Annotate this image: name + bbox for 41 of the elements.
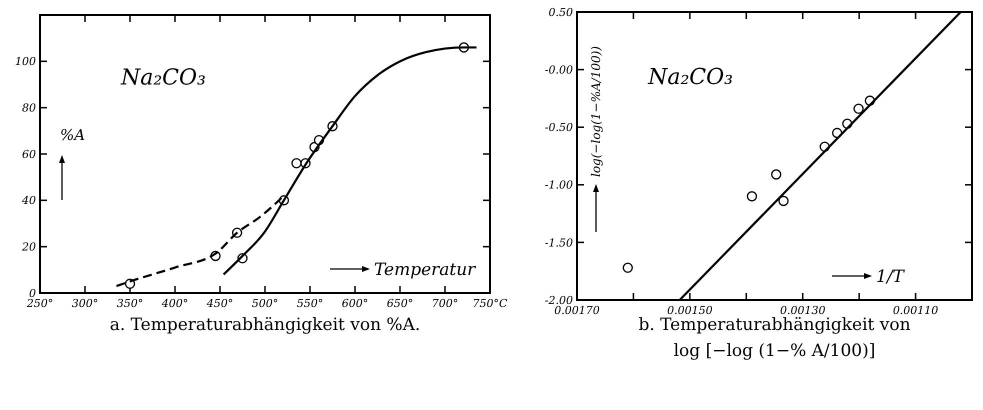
x-tick-label: 0.00110 (892, 304, 938, 317)
x-tick-label: 750°C (472, 297, 508, 310)
y-tick-label: 20 (21, 240, 36, 254)
x-tick-label: 600° (342, 297, 368, 310)
x-tick-label: 0.00130 (780, 304, 826, 317)
text: b. Temperaturabhängigkeit von log [−log (1−% A/100)] (638, 315, 911, 361)
x-tick-label: 250° (26, 297, 54, 310)
x-tick-label: 550° (296, 297, 324, 310)
y-tick-label: 0 (29, 286, 36, 300)
x-tick-label: 0.00150 (667, 304, 713, 317)
x-tick-label: 0.00170 (554, 304, 600, 317)
x-axis-title: 1/T (876, 267, 906, 287)
y-tick-label: 0.50 (548, 6, 573, 19)
point (771, 169, 782, 180)
y-tick-label: -1.00 (544, 178, 573, 192)
point (622, 262, 633, 273)
x-tick-label: 500° (252, 297, 278, 310)
point (291, 158, 302, 168)
y-axis-title: %A (60, 126, 86, 144)
y-tick-label: -2.00 (544, 294, 573, 307)
y-tick-label: 80 (22, 102, 36, 115)
x-tick-label: 350° (116, 297, 144, 310)
point (746, 191, 758, 202)
y-axis-title: log(−log(1−%A/100)) (589, 46, 603, 177)
y-tick-label: -0.50 (544, 121, 573, 134)
y-tick-label: 60 (22, 148, 36, 161)
y-tick-label: -1.50 (544, 236, 573, 250)
x-tick-label: 300° (72, 297, 98, 310)
point (853, 104, 864, 114)
x-tick-label: 650° (386, 297, 414, 310)
text: a. Temperaturabhängigkeit von %A. (110, 315, 420, 335)
annotation: Na₂CO₃ (647, 65, 733, 90)
x-tick-label: 450° (206, 297, 234, 310)
y-tick-label: -0.00 (544, 63, 573, 76)
y-tick-label: 40 (21, 194, 36, 208)
y-tick-label: 100 (15, 55, 36, 68)
x-tick-label: 700° (432, 297, 458, 310)
point (778, 196, 789, 206)
x-axis-title: Temperatur (374, 260, 476, 280)
annotation: Na₂CO₃ (120, 66, 206, 90)
x-tick-label: 400° (160, 297, 188, 310)
